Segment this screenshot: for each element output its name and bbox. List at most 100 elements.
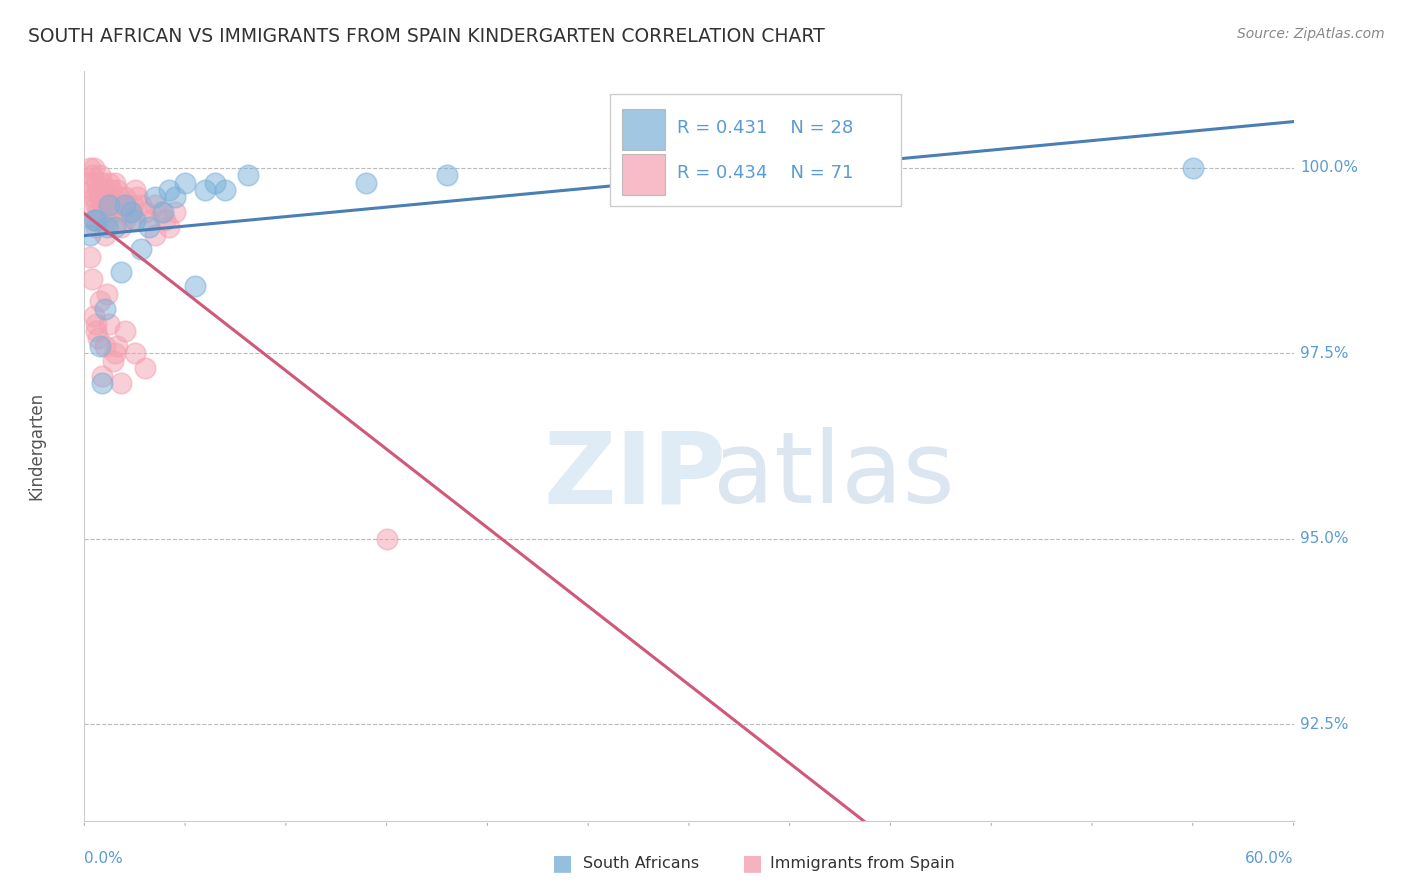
Point [1181, 161, 1204, 175]
Point [114, 198, 136, 212]
Text: atlas: atlas [713, 427, 955, 524]
Point [100, 205, 122, 219]
Point [96, 287, 118, 301]
Point [124, 346, 146, 360]
Point [91, 376, 114, 390]
Point [82, 168, 104, 182]
Point [86, 324, 108, 338]
Point [174, 176, 197, 190]
Point [89, 190, 111, 204]
Point [100, 183, 122, 197]
Point [77, 176, 100, 190]
Text: Immigrants from Spain: Immigrants from Spain [770, 856, 955, 871]
Point [125, 190, 148, 204]
Point [204, 176, 226, 190]
Point [121, 198, 143, 212]
Point [83, 212, 105, 227]
Text: SOUTH AFRICAN VS IMMIGRANTS FROM SPAIN KINDERGARTEN CORRELATION CHART: SOUTH AFRICAN VS IMMIGRANTS FROM SPAIN K… [28, 27, 825, 45]
Point [214, 183, 236, 197]
Point [97, 198, 120, 212]
Point [93, 301, 115, 316]
Text: Source: ZipAtlas.com: Source: ZipAtlas.com [1237, 27, 1385, 41]
Point [105, 183, 128, 197]
FancyBboxPatch shape [623, 109, 665, 150]
Text: 0.0%: 0.0% [84, 851, 124, 866]
Point [104, 176, 127, 190]
Point [91, 198, 114, 212]
Text: 60.0%: 60.0% [1246, 851, 1294, 866]
Point [120, 205, 142, 219]
Text: ■: ■ [553, 854, 572, 873]
Point [96, 220, 118, 235]
Point [83, 212, 105, 227]
Point [184, 279, 207, 293]
Point [96, 212, 118, 227]
Point [194, 183, 217, 197]
Text: 92.5%: 92.5% [1301, 716, 1348, 731]
Point [79, 198, 101, 212]
Point [89, 339, 111, 353]
Point [83, 190, 105, 204]
Point [101, 353, 124, 368]
Point [138, 212, 160, 227]
Text: ZIP: ZIP [544, 427, 727, 524]
Point [86, 317, 108, 331]
Point [89, 294, 111, 309]
Point [97, 198, 120, 212]
Point [157, 220, 180, 235]
Point [93, 183, 115, 197]
Point [165, 205, 187, 219]
FancyBboxPatch shape [610, 94, 901, 206]
Text: 97.5%: 97.5% [1301, 346, 1348, 360]
Text: 95.0%: 95.0% [1301, 532, 1348, 546]
Point [91, 368, 114, 383]
Point [104, 198, 127, 212]
Point [82, 183, 104, 197]
Point [83, 309, 105, 323]
Point [143, 227, 166, 242]
Point [87, 331, 110, 345]
Point [82, 272, 104, 286]
Point [149, 205, 172, 219]
Point [86, 176, 108, 190]
Point [86, 212, 108, 227]
Point [120, 212, 142, 227]
Text: R = 0.434    N = 71: R = 0.434 N = 71 [676, 163, 853, 181]
Point [110, 265, 132, 279]
Point [114, 190, 136, 204]
Text: R = 0.431    N = 28: R = 0.431 N = 28 [676, 119, 853, 136]
Point [138, 220, 160, 235]
Point [124, 212, 146, 227]
Point [129, 198, 152, 212]
Text: 100.0%: 100.0% [1301, 161, 1358, 176]
Point [114, 212, 136, 227]
Point [111, 205, 134, 219]
Point [143, 198, 166, 212]
Point [87, 183, 110, 197]
Point [110, 220, 132, 235]
Point [93, 205, 115, 219]
Point [143, 190, 166, 204]
Point [86, 220, 108, 235]
Point [89, 212, 111, 227]
Point [96, 190, 118, 204]
Point [91, 176, 114, 190]
Point [79, 161, 101, 175]
Point [152, 205, 174, 219]
Point [93, 227, 115, 242]
Point [115, 198, 138, 212]
Point [118, 205, 141, 219]
Point [110, 198, 132, 212]
Point [134, 361, 156, 376]
Point [89, 168, 111, 182]
Text: Kindergarten: Kindergarten [27, 392, 45, 500]
Point [356, 176, 378, 190]
Point [114, 324, 136, 338]
Point [236, 168, 259, 182]
Point [375, 532, 398, 546]
Point [101, 190, 124, 204]
Point [79, 250, 101, 264]
Point [105, 339, 128, 353]
FancyBboxPatch shape [623, 153, 665, 195]
Point [104, 346, 127, 360]
